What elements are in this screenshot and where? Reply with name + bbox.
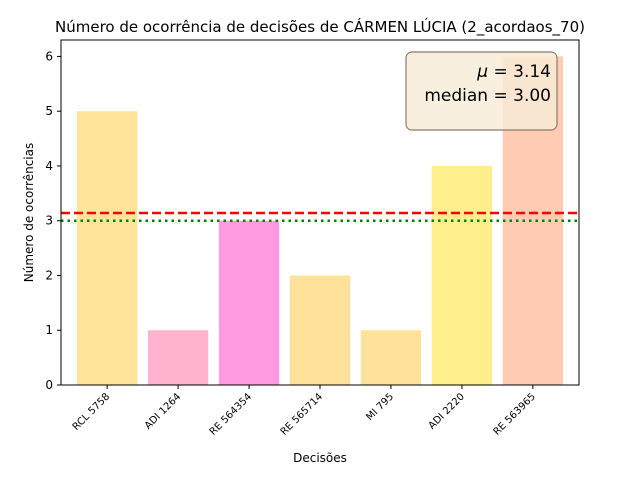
bar-rcl-5758 [76, 111, 138, 385]
bar-re-564354 [218, 220, 280, 385]
y-tick-label: 1 [45, 323, 53, 337]
y-tick-label: 5 [45, 104, 53, 118]
stats-box: μ = 3.14 median = 3.00 [405, 51, 558, 131]
chart-title: Número de ocorrência de decisões de CÁRM… [55, 17, 585, 37]
y-tick-label: 0 [45, 378, 53, 392]
bar-adi-1264 [147, 330, 209, 385]
bars-group [76, 56, 564, 386]
bar-mi-795 [360, 330, 422, 385]
median-value: 3.00 [513, 86, 551, 106]
stats-box-background [405, 51, 558, 131]
reference-lines [61, 211, 579, 222]
mean-value: 3.14 [513, 62, 551, 82]
y-axis: 0 1 2 3 4 5 6 [45, 49, 61, 392]
bar-re-565714 [289, 275, 351, 385]
bar-adi-2220 [431, 165, 493, 385]
y-tick-label: 2 [45, 268, 53, 282]
median-annotation: median = 3.00 [424, 86, 551, 106]
x-axis-label: Decisões [293, 451, 347, 465]
median-label: median [424, 86, 488, 106]
y-tick-label: 4 [45, 159, 53, 173]
mean-annotation: μ = 3.14 [476, 62, 551, 82]
y-tick-label: 3 [45, 214, 53, 228]
mean-symbol: μ [476, 62, 488, 82]
y-axis-label: Número de ocorrências [22, 143, 36, 283]
y-tick-label: 6 [45, 49, 53, 63]
